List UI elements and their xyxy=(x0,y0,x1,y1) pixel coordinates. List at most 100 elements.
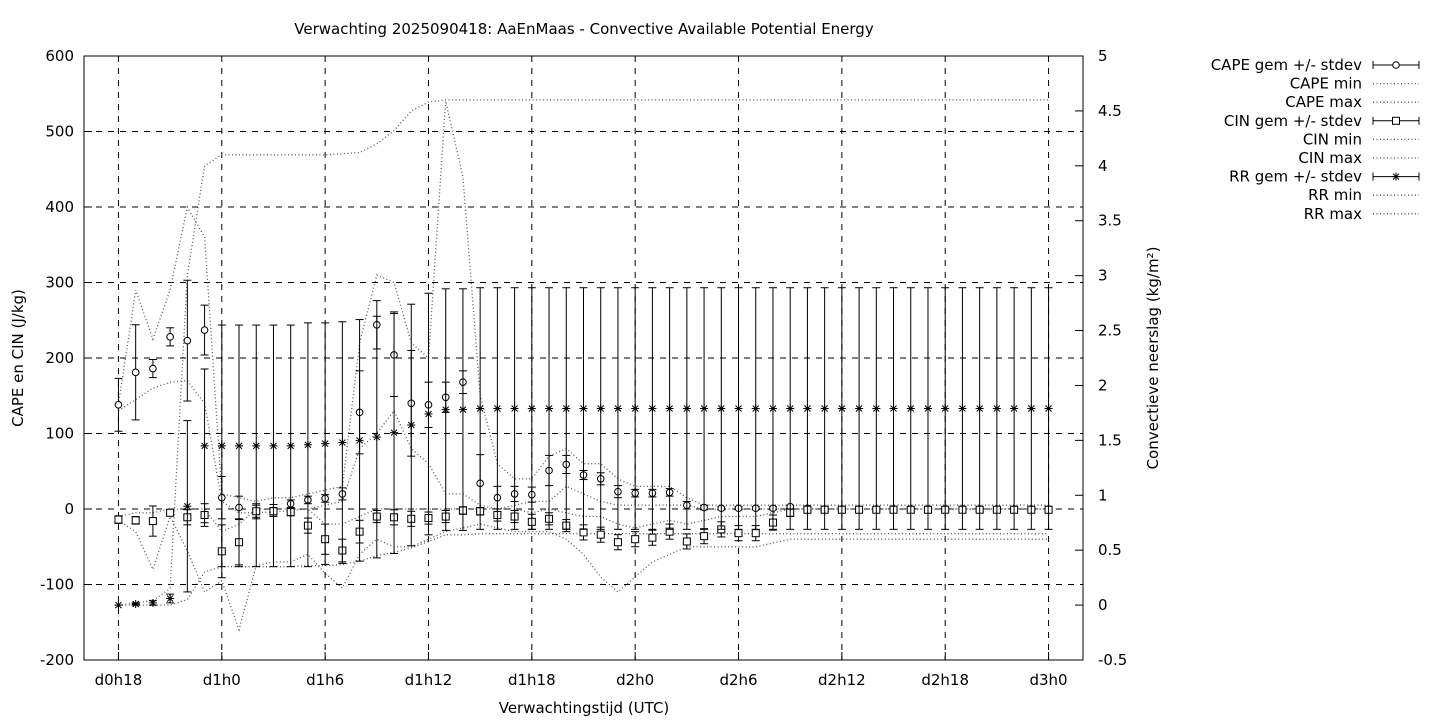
rr-mean-point xyxy=(855,404,864,413)
y2-tick-label: 5 xyxy=(1098,47,1108,65)
rr-mean-point xyxy=(441,405,450,414)
y-axis-label: CAPE en CIN (J/kg) xyxy=(9,289,27,427)
cin-mean-point xyxy=(613,538,622,547)
cin-mean-point xyxy=(596,530,605,539)
cin-mean-point xyxy=(579,528,588,537)
rr-mean-point xyxy=(682,404,691,413)
x-tick-label: d2h6 xyxy=(719,671,757,689)
rr-mean-point xyxy=(837,404,846,413)
rr-mean-point xyxy=(114,601,123,610)
x-tick-label: d2h12 xyxy=(818,671,866,689)
y-tick-label: 0 xyxy=(64,500,74,518)
legend-label: RR gem +/- stdev xyxy=(1229,168,1362,186)
x-axis-label: Verwachtingstijd (UTC) xyxy=(499,699,670,717)
rr-mean-point xyxy=(493,404,502,413)
legend-marker xyxy=(1392,116,1400,125)
rr-mean-point xyxy=(872,404,881,413)
rr-mean-point xyxy=(527,404,536,413)
rr-mean-point xyxy=(183,502,192,511)
y-tick-label: 100 xyxy=(45,425,74,443)
cape-mean-point xyxy=(131,368,140,377)
y2-tick-label: 4 xyxy=(1098,157,1108,175)
y2-tick-label: 2.5 xyxy=(1098,322,1122,340)
rr-mean-point xyxy=(803,404,812,413)
x-tick-label: d2h18 xyxy=(921,671,969,689)
y2-tick-label: 0 xyxy=(1098,596,1108,614)
legend-label: CAPE gem +/- stdev xyxy=(1211,56,1362,74)
rr-mean-point xyxy=(665,404,674,413)
cin-mean-point xyxy=(166,508,175,517)
rr-max-line xyxy=(118,99,1049,606)
cape-mean-point xyxy=(166,333,174,341)
y-tick-label: 600 xyxy=(45,47,74,65)
y2-tick-label: 2 xyxy=(1098,376,1108,394)
legend-label: RR max xyxy=(1304,205,1362,223)
legend-label: RR min xyxy=(1308,186,1362,204)
rr-mean-point xyxy=(372,433,381,442)
rr-min-line xyxy=(118,533,1049,606)
rr-mean-point xyxy=(235,441,244,450)
legend-label: CAPE max xyxy=(1285,93,1362,111)
y-tick-label: -100 xyxy=(40,576,74,594)
legend-marker xyxy=(1392,172,1400,181)
rr-mean-point xyxy=(1010,404,1019,413)
rr-mean-point xyxy=(975,404,984,413)
rr-mean-point xyxy=(338,438,347,447)
axis-ticks: 600 500 400 300 200 100 0 -100 -200 5 4.5 4 3.5 3 2.5 2… xyxy=(40,47,1127,689)
rr-mean-point xyxy=(1027,404,1036,413)
series-markers xyxy=(114,279,1053,610)
cin-mean-point xyxy=(734,529,743,538)
rr-mean-point xyxy=(648,404,657,413)
rr-mean-point xyxy=(510,404,519,413)
legend-label: CIN min xyxy=(1303,130,1362,148)
rr-mean-point xyxy=(269,441,278,450)
rr-mean-point xyxy=(217,441,226,450)
y2-tick-label: 4.5 xyxy=(1098,102,1122,120)
rr-mean-point xyxy=(303,440,312,449)
rr-mean-point xyxy=(768,404,777,413)
x-tick-label: d1h0 xyxy=(203,671,241,689)
x-tick-label: d3h0 xyxy=(1029,671,1067,689)
cin-mean-point xyxy=(682,537,691,546)
rr-mean-point xyxy=(958,404,967,413)
rr-mean-point xyxy=(941,404,950,413)
cin-mean-point xyxy=(751,529,760,538)
rr-mean-point xyxy=(700,404,709,413)
rr-mean-point xyxy=(407,420,416,429)
y2-tick-label: 1.5 xyxy=(1098,431,1122,449)
rr-mean-point xyxy=(596,404,605,413)
rr-mean-point xyxy=(717,404,726,413)
rr-mean-point xyxy=(631,404,640,413)
cape-mean-point xyxy=(200,326,209,334)
cin-mean-point xyxy=(700,532,709,541)
rr-mean-point xyxy=(820,404,829,413)
rr-mean-point xyxy=(992,404,1001,413)
rr-mean-point xyxy=(613,404,622,413)
chart-title: Verwachting 2025090418: AaEnMaas - Conve… xyxy=(294,20,874,38)
y2-tick-label: -0.5 xyxy=(1098,651,1127,669)
y2-tick-label: 3.5 xyxy=(1098,212,1122,230)
cin-mean-point xyxy=(131,516,140,525)
rr-mean-point xyxy=(390,428,399,437)
rr-mean-point xyxy=(148,598,157,607)
y2-tick-label: 1 xyxy=(1098,486,1108,504)
legend-label: CAPE min xyxy=(1290,75,1362,93)
cin-mean-point xyxy=(648,533,657,542)
rr-mean-point xyxy=(545,404,554,413)
rr-mean-point xyxy=(889,404,898,413)
legend-label: CIN gem +/- stdev xyxy=(1224,112,1362,130)
rr-mean-point xyxy=(751,404,760,413)
rr-mean-point xyxy=(200,441,209,450)
y2-axis-label: Convectieve neerslag (kg/m²) xyxy=(1144,247,1162,470)
y-tick-label: 200 xyxy=(45,349,74,367)
rr-mean-point xyxy=(734,404,743,413)
rr-mean-point xyxy=(562,404,571,413)
y-tick-label: -200 xyxy=(40,651,74,669)
rr-mean-point xyxy=(786,404,795,413)
rr-mean-point xyxy=(906,404,915,413)
y-tick-label: 400 xyxy=(45,198,74,216)
cape-mean-point xyxy=(183,336,192,345)
